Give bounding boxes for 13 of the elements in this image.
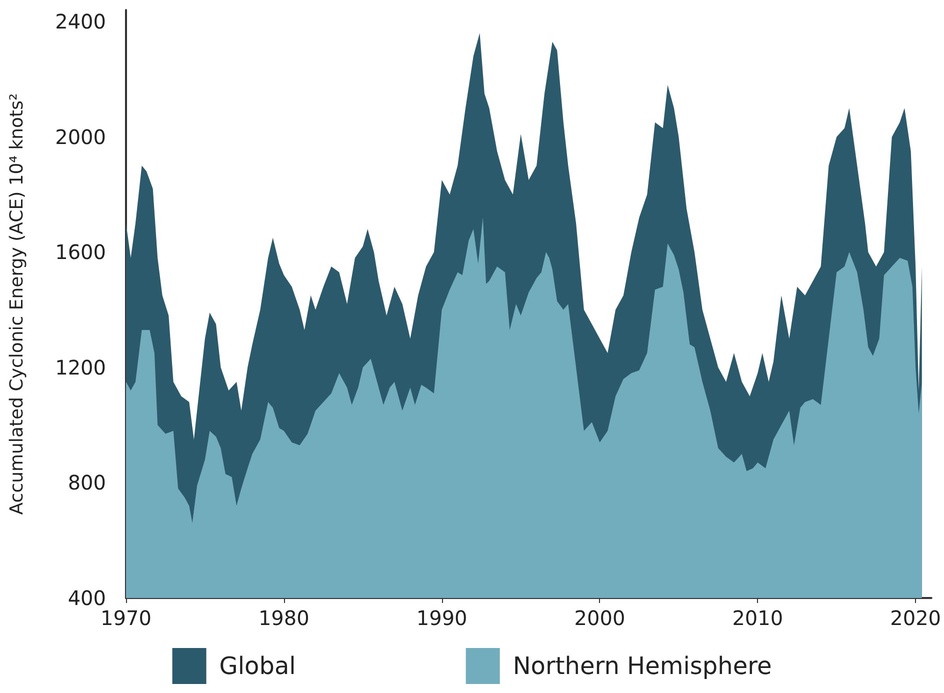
y-tick-label: 2000 bbox=[55, 124, 106, 149]
x-tick-label: 2000 bbox=[574, 606, 626, 630]
x-tick-label: 2010 bbox=[732, 606, 784, 630]
x-tick-label: 2020 bbox=[890, 606, 942, 630]
y-axis-title: Accumulated Cyclonic Energy (ACE) 10⁴ knots² bbox=[6, 93, 28, 515]
x-tick-label: 1990 bbox=[416, 606, 468, 630]
legend-label: Global bbox=[219, 652, 296, 680]
legend-label: Northern Hemisphere bbox=[512, 652, 772, 680]
y-tick-label: 2400 bbox=[55, 10, 106, 34]
x-tick-label: 1980 bbox=[258, 606, 310, 630]
y-tick-label: 800 bbox=[68, 470, 106, 495]
y-tick-label: 1200 bbox=[55, 355, 106, 380]
y-tick-label: 1600 bbox=[55, 240, 106, 264]
